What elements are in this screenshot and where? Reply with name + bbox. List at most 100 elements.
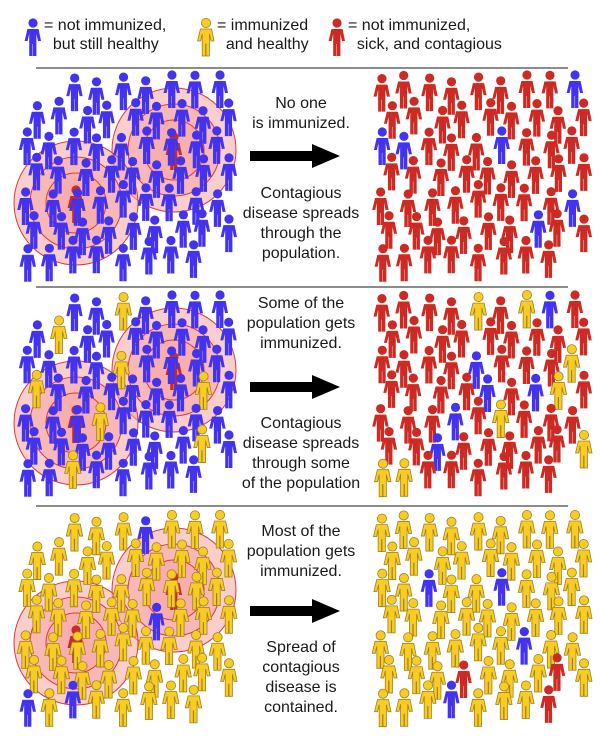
person-red-icon <box>528 99 546 137</box>
person-red-icon <box>503 377 520 416</box>
person-yellow-icon <box>395 458 413 497</box>
person-red-icon <box>372 404 389 442</box>
person-yellow-icon <box>65 512 84 552</box>
person-blue-icon <box>174 210 192 248</box>
person-red-icon <box>541 70 558 109</box>
person-yellow-icon <box>467 574 485 613</box>
person-red-icon <box>480 428 497 466</box>
person-red-icon <box>374 244 391 282</box>
person-blue-icon <box>66 73 83 112</box>
person-yellow-icon <box>541 510 559 549</box>
divider <box>36 286 568 288</box>
person-blue-icon <box>220 214 237 253</box>
person-red-icon <box>419 235 437 274</box>
person-yellow-icon <box>469 688 487 727</box>
caption-top: Most of the population gets immunized. <box>246 523 356 580</box>
person-yellow-icon <box>97 541 116 580</box>
person-red-icon <box>575 214 592 253</box>
person-blue-icon <box>220 430 237 468</box>
person-blue-icon <box>515 627 533 665</box>
person-blue-icon <box>50 96 68 135</box>
person-red-icon <box>492 183 509 221</box>
person-yellow-icon <box>575 595 593 634</box>
person-blue-icon <box>420 569 438 607</box>
person-red-icon <box>542 187 560 225</box>
person-red-icon <box>453 100 470 139</box>
person-red-icon <box>469 243 487 282</box>
legend-label: = not immunized, sick, and contagious <box>348 17 502 53</box>
crowd-figure-group <box>13 290 237 497</box>
person-yellow-icon <box>114 688 132 727</box>
person-red-icon <box>492 76 509 114</box>
person-red-icon <box>395 243 413 282</box>
person-red-icon <box>503 160 520 198</box>
legend-label: = immunized and healthy <box>217 17 309 53</box>
person-red-icon <box>404 156 422 194</box>
person-yellow-icon <box>162 680 180 720</box>
crowd-figure-group <box>372 70 592 282</box>
arrow-icon <box>250 599 340 623</box>
person-red-icon <box>399 406 417 444</box>
person-red-icon <box>563 126 580 164</box>
person-red-icon <box>399 189 417 228</box>
legend-label: = not immunized, but still healthy <box>44 17 167 53</box>
crowd-before <box>13 509 245 730</box>
person-red-icon <box>495 236 513 275</box>
person-red-icon <box>529 426 547 464</box>
person-red-icon <box>493 344 510 383</box>
caption-top: Some of the population gets immunized. <box>246 295 356 352</box>
person-red-icon <box>479 156 496 195</box>
caption-bottom: Contagious disease spreads through some … <box>241 415 361 492</box>
crowd-figure-group <box>13 509 238 727</box>
person-yellow-icon <box>197 18 215 57</box>
person-yellow-icon <box>374 688 392 728</box>
person-blue-icon <box>541 290 558 329</box>
legend-item-immunized: = immunized and healthy <box>197 16 309 58</box>
person-red-icon <box>503 320 520 359</box>
person-red-icon <box>395 290 412 329</box>
person-blue-icon <box>19 244 36 282</box>
person-blue-icon <box>162 450 179 489</box>
person-red-icon <box>495 451 513 490</box>
person-red-icon <box>405 96 423 135</box>
crowd-after <box>370 70 600 285</box>
person-yellow-icon <box>562 567 581 607</box>
panel-no-immunization: No one is immunized. Contagious disease … <box>0 70 600 285</box>
person-red-icon <box>458 372 475 411</box>
crowd-before <box>13 290 245 500</box>
person-red-icon <box>328 18 345 56</box>
crowd-figure-group <box>372 289 593 498</box>
person-yellow-icon <box>50 315 68 355</box>
person-yellow-icon <box>479 655 498 695</box>
person-yellow-icon <box>145 659 164 698</box>
person-yellow-icon <box>491 515 510 555</box>
person-yellow-icon <box>114 292 133 331</box>
person-blue-icon <box>19 689 36 727</box>
person-red-icon <box>482 98 499 136</box>
crowd-after <box>370 509 600 730</box>
person-red-icon <box>395 350 412 388</box>
person-red-icon <box>405 315 423 354</box>
person-yellow-icon <box>500 659 519 698</box>
person-yellow-icon <box>575 429 593 469</box>
person-blue-icon <box>493 126 510 165</box>
legend-item-not-immunized: = not immunized, but still healthy <box>24 16 166 58</box>
person-blue-icon <box>115 72 132 111</box>
person-yellow-icon <box>220 658 238 697</box>
person-red-icon <box>373 74 390 112</box>
person-red-icon <box>503 101 520 140</box>
caption-bottom: Contagious disease spreads through the p… <box>242 185 360 262</box>
person-red-icon <box>420 345 438 384</box>
person-yellow-icon <box>50 537 68 576</box>
person-yellow-icon <box>575 658 593 697</box>
person-yellow-icon <box>469 512 488 551</box>
person-yellow-icon <box>529 653 547 693</box>
person-red-icon <box>395 70 412 109</box>
panel-some-immunization: Some of the population gets immunized. C… <box>0 289 600 500</box>
person-red-icon <box>373 345 391 384</box>
person-blue-icon <box>443 680 460 719</box>
person-red-icon <box>453 319 470 358</box>
crowd-figure-group <box>371 509 593 728</box>
divider <box>36 505 568 507</box>
crowd-before <box>13 70 245 285</box>
